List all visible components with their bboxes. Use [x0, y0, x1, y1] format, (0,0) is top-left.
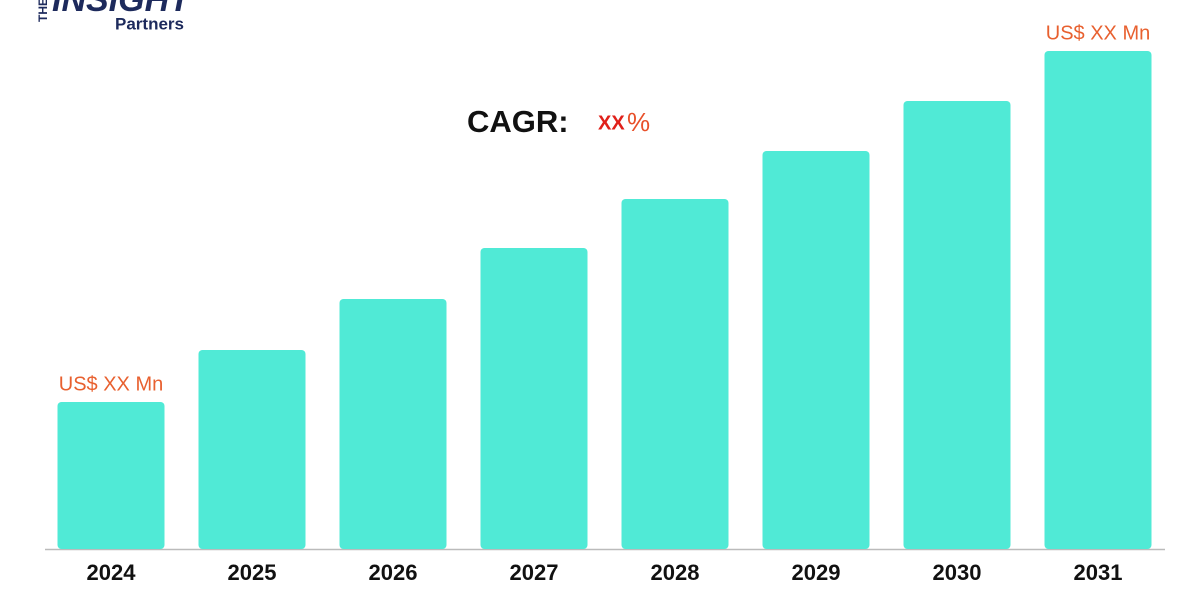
cagr-value: XX [598, 112, 625, 134]
x-tick-label: 2029 [792, 560, 841, 585]
x-tick-label: 2026 [369, 560, 418, 585]
bar [339, 299, 447, 549]
chart-title: CAGR: [467, 104, 569, 139]
x-tick-label: 2027 [510, 560, 559, 585]
annotation: US$ XX Mn [59, 373, 163, 395]
bar [57, 402, 165, 549]
logo-sub: Partners [115, 14, 184, 33]
x-tick-label: 2030 [933, 560, 982, 585]
x-tick-label: 2025 [228, 560, 277, 585]
bar [903, 101, 1011, 549]
logo: THE INSIGHT Partners [36, 0, 193, 33]
bar [480, 248, 588, 549]
annotation: US$ XX Mn [1046, 22, 1150, 44]
x-tick-label: 2024 [87, 560, 137, 585]
logo-main: INSIGHT [52, 0, 193, 19]
cagr-unit: % [627, 107, 650, 137]
logo-small: THE [36, 0, 50, 22]
bar [198, 350, 306, 549]
x-tick-label: 2028 [651, 560, 700, 585]
bar [1044, 51, 1152, 549]
bar [762, 151, 870, 549]
bar [621, 199, 729, 549]
x-tick-label: 2031 [1074, 560, 1123, 585]
